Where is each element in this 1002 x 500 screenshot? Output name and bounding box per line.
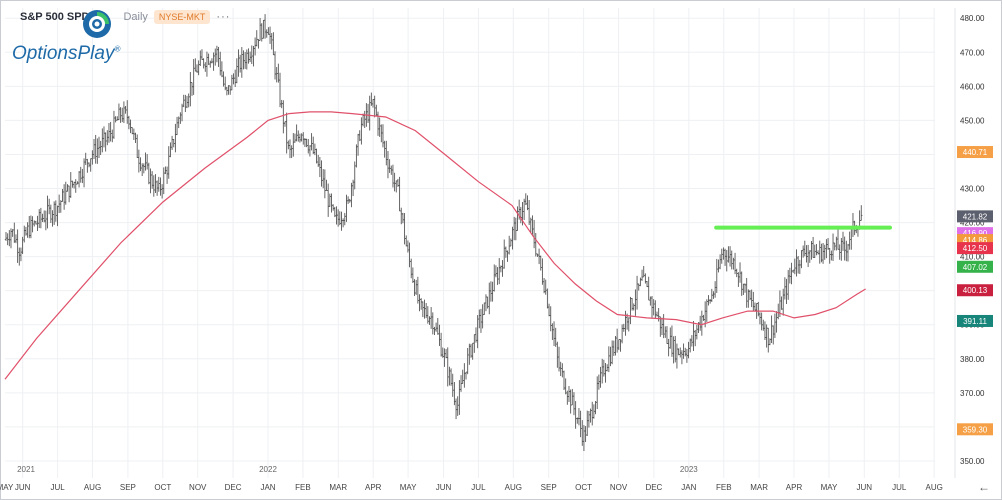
- x-tick-label: MAY: [400, 483, 417, 492]
- x-tick-label: JUL: [50, 483, 65, 492]
- price-label-text: 416.90: [963, 229, 988, 238]
- optionsplay-logo-icon: [83, 10, 111, 38]
- more-icon[interactable]: ···: [216, 11, 231, 23]
- x-tick-label: APR: [365, 483, 382, 492]
- exchange-badge: NYSE-MKT: [153, 10, 211, 24]
- price-label-box: [957, 242, 993, 255]
- chart-header: S&P 500 SPDR Daily NYSE-MKT ···: [20, 10, 230, 24]
- x-tick-label: SEP: [120, 483, 136, 492]
- x-tick-label: NOV: [189, 483, 207, 492]
- x-tick-label: JUL: [892, 483, 907, 492]
- x-tick-label: NOV: [610, 483, 628, 492]
- x-tick-label: JUL: [471, 483, 486, 492]
- y-tick-label: 380.00: [960, 355, 985, 364]
- price-label-box: [957, 423, 993, 436]
- x-tick-label: JAN: [260, 483, 275, 492]
- ohlc-bars: [4, 14, 863, 452]
- moving-average: [4, 111, 866, 380]
- x-tick-label: OCT: [575, 483, 592, 492]
- price-label-box: [957, 146, 993, 159]
- year-label: 2022: [259, 465, 277, 474]
- y-tick-label: 410.00: [960, 253, 985, 262]
- x-tick-label: JUN: [857, 483, 873, 492]
- x-tick-label: MAY: [821, 483, 838, 492]
- x-tick-label: MAY: [0, 483, 14, 492]
- year-label: 2023: [680, 465, 698, 474]
- price-label-text: 400.13: [963, 286, 988, 295]
- scroll-left-arrow-icon[interactable]: ←: [978, 480, 990, 494]
- moving-average-line: [4, 111, 866, 380]
- price-label-text: 412.50: [963, 244, 988, 253]
- y-tick-label: 420.00: [960, 219, 985, 228]
- x-tick-label: DEC: [645, 483, 662, 492]
- y-tick-label: 350.00: [960, 457, 985, 466]
- timeframe[interactable]: Daily: [123, 11, 148, 23]
- x-tick-label: SEP: [541, 483, 557, 492]
- x-tick-label: JUN: [436, 483, 452, 492]
- brand-name: OptionsPlay®: [12, 43, 121, 64]
- x-tick-label: FEB: [295, 483, 311, 492]
- y-tick-label: 450.00: [960, 116, 985, 125]
- price-label-text: 407.02: [963, 263, 988, 272]
- x-tick-label: JAN: [681, 483, 696, 492]
- y-tick-label: 460.00: [960, 82, 985, 91]
- x-tick-label: AUG: [925, 483, 942, 492]
- x-axis: MAYJUNJULAUGSEPOCTNOVDECJANFEBMARAPRMAYJ…: [0, 465, 943, 492]
- year-label: 2021: [17, 465, 35, 474]
- x-tick-label: MAR: [750, 483, 768, 492]
- x-tick-label: MAR: [329, 483, 347, 492]
- price-label-box: [957, 260, 993, 273]
- y-tick-label: 480.00: [960, 14, 985, 23]
- x-tick-label: FEB: [716, 483, 732, 492]
- price-label-box: [957, 284, 993, 297]
- symbol-title: S&P 500 SPDR: [20, 11, 98, 23]
- price-label-box: [957, 210, 993, 223]
- price-label-text: 391.11: [963, 317, 987, 326]
- x-tick-label: JUN: [15, 483, 31, 492]
- x-tick-label: OCT: [154, 483, 171, 492]
- price-label-text: 421.82: [963, 212, 988, 221]
- x-tick-label: DEC: [225, 483, 242, 492]
- y-tick-label: 430.00: [960, 185, 985, 194]
- x-tick-label: AUG: [505, 483, 522, 492]
- price-label-box: [957, 314, 993, 327]
- price-label-text: 414.86: [963, 236, 988, 245]
- x-tick-label: AUG: [84, 483, 101, 492]
- x-tick-label: APR: [786, 483, 803, 492]
- grid: [5, 8, 935, 478]
- y-tick-label: 370.00: [960, 389, 985, 398]
- price-label-text: 440.71: [963, 148, 988, 157]
- price-label-text: 359.30: [963, 425, 988, 434]
- y-tick-label: 470.00: [960, 48, 985, 57]
